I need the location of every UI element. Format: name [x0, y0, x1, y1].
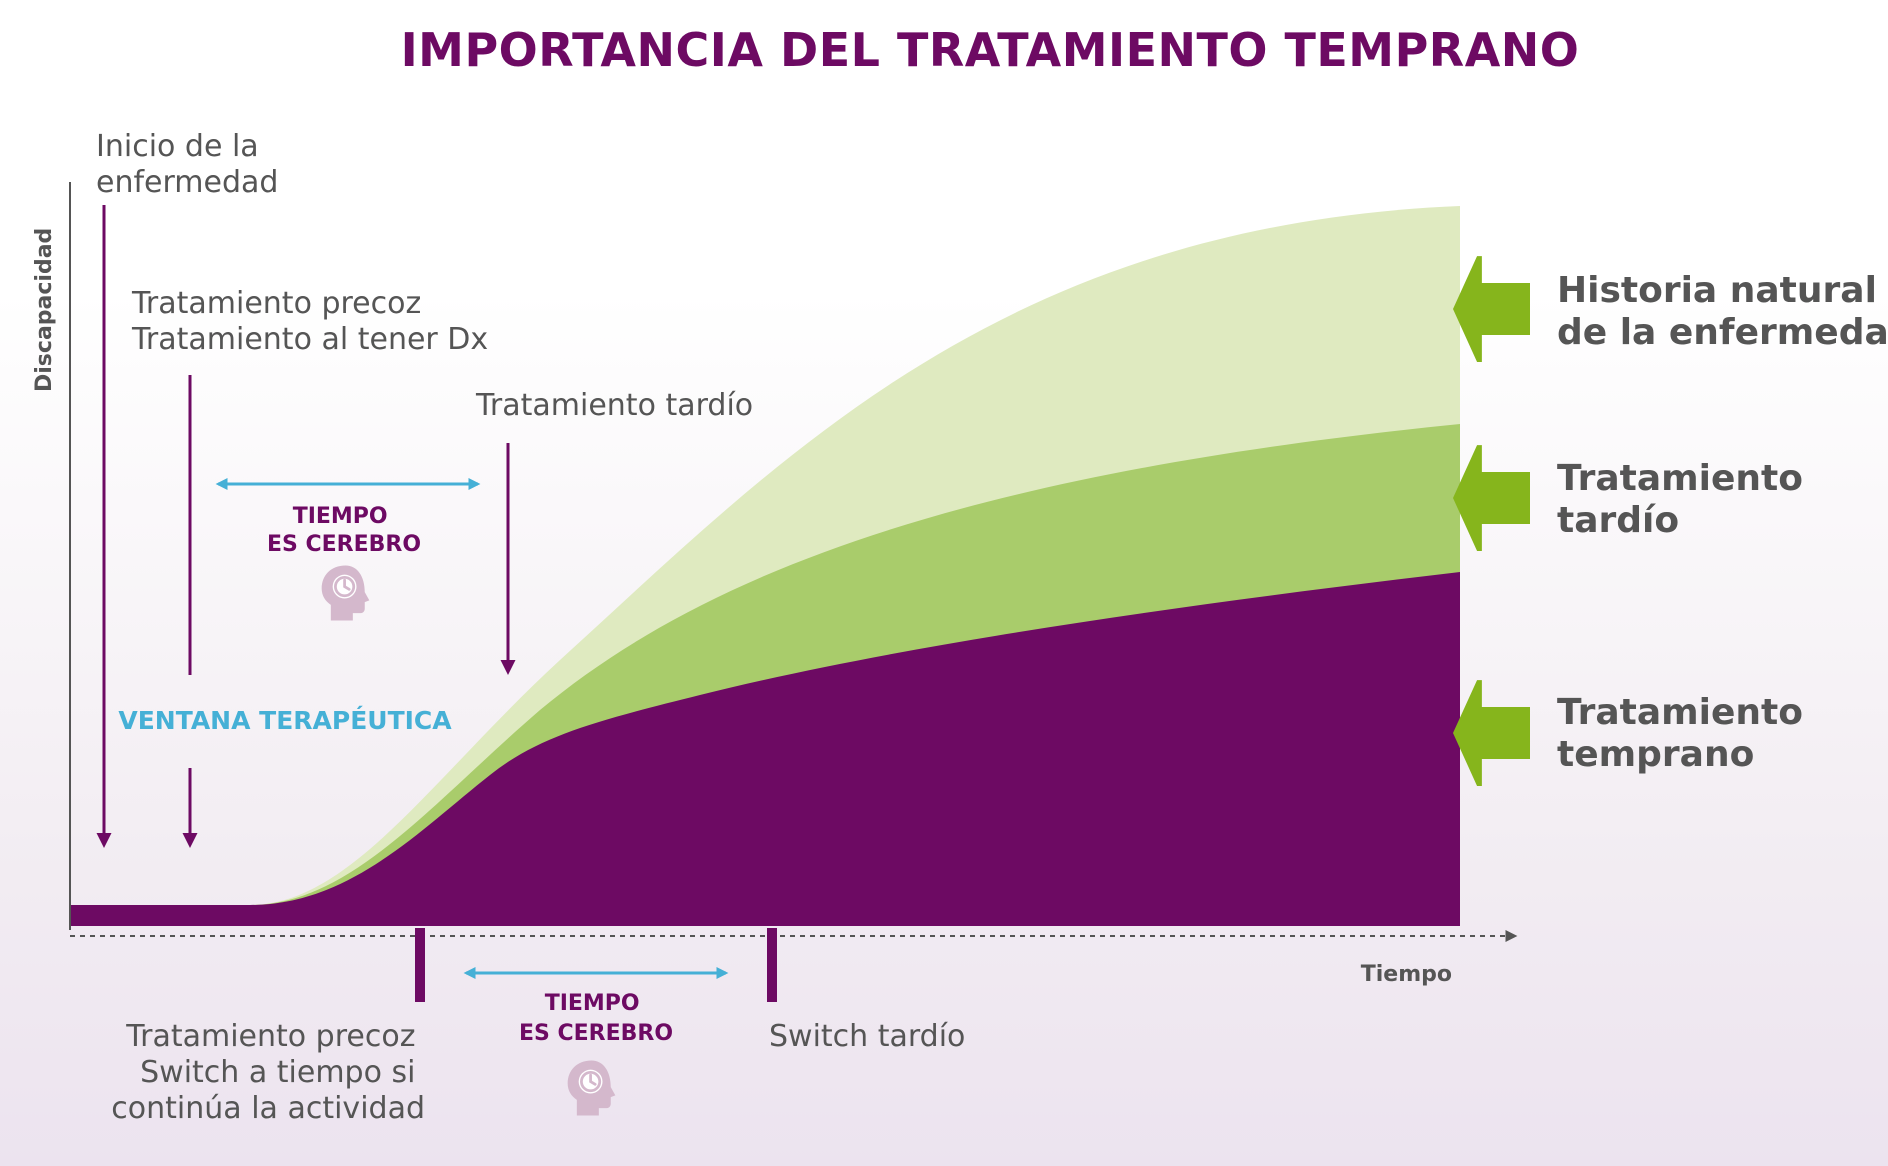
page-title: IMPORTANCIA DEL TRATAMIENTO TEMPRANO	[401, 23, 1580, 77]
head-clock-icon	[566, 1059, 617, 1117]
marker-late-switch	[767, 928, 777, 1002]
x-axis-label: Tiempo	[1361, 962, 1452, 987]
note-late-switch: Switch tardío	[769, 1019, 965, 1054]
head-clock-icon	[320, 564, 371, 622]
y-axis-label: Discapacidad	[32, 228, 57, 392]
legend-natural-history: Historia natural de la enfermedad	[1557, 270, 1888, 353]
arrow-left-icon	[1453, 256, 1530, 362]
arrow-left-icon	[1453, 680, 1530, 786]
marker-early-switch	[415, 928, 425, 1002]
tiempo-es-cerebro-bottom: TIEMPO ES CEREBRO	[519, 991, 673, 1046]
legend-late-treatment: Tratamiento tardío	[1557, 458, 1816, 541]
tiempo-es-cerebro-top: TIEMPO ES CEREBRO	[267, 504, 421, 557]
arrow-left-icon	[1453, 445, 1530, 551]
legend-early-treatment: Tratamiento temprano	[1557, 692, 1816, 775]
therapeutic-window-label: VENTANA TERAPÉUTICA	[118, 706, 452, 735]
note-early-switch: Tratamiento precoz Switch a tiempo si co…	[111, 1019, 425, 1126]
note-late-treatment: Tratamiento tardío	[475, 388, 753, 423]
legend: Historia natural de la enfermedad Tratam…	[1453, 256, 1888, 786]
note-early-treatment: Tratamiento precoz Tratamiento al tener …	[131, 286, 488, 357]
area-early-treatment	[70, 572, 1460, 926]
chart-areas	[70, 206, 1460, 926]
note-onset: Inicio de la enfermedad	[96, 129, 278, 200]
